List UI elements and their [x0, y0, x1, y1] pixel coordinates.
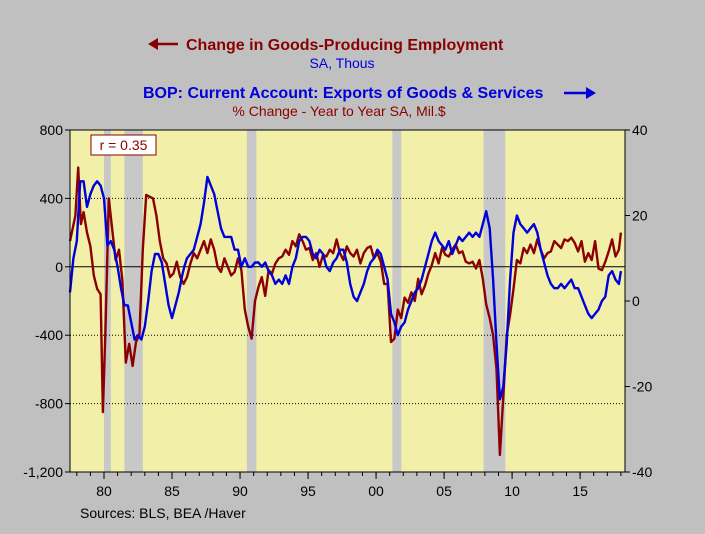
x-tick-label: 95 — [300, 483, 316, 499]
x-tick-label: 10 — [504, 483, 520, 499]
x-tick-label: 90 — [232, 483, 248, 499]
series-2-subtitle: % Change - Year to Year SA, Mil.$ — [232, 103, 445, 119]
x-tick-label: 85 — [164, 483, 180, 499]
series-lines — [68, 166, 623, 457]
right-tick-label: -40 — [632, 464, 652, 480]
series-2-arrowhead — [586, 87, 596, 99]
right-tick-label: 0 — [632, 293, 640, 309]
source-note: Sources: BLS, BEA /Haver — [80, 505, 246, 521]
recession-band — [392, 130, 402, 472]
exports-line — [68, 175, 623, 401]
x-tick-label: 80 — [96, 483, 112, 499]
series-1-subtitle: SA, Thous — [309, 55, 374, 71]
left-tick-label: 0 — [55, 259, 63, 275]
plot-area — [70, 130, 625, 472]
series-2-title: BOP: Current Account: Exports of Goods &… — [143, 85, 543, 102]
correlation-box — [90, 134, 157, 156]
right-tick-label: -20 — [632, 379, 652, 395]
x-tick-label: 15 — [572, 483, 588, 499]
series-1-title: Change in Goods-Producing Employment — [186, 37, 504, 54]
left-tick-label: 400 — [40, 190, 64, 206]
left-tick-label: -800 — [35, 396, 63, 412]
x-tick-label: 05 — [436, 483, 452, 499]
recession-band — [104, 130, 111, 472]
axes: 800 400 0 -400 -800 -1,200 40 20 0 -20 -40 80 85 90 95… — [23, 122, 652, 499]
series-1-arrowhead — [148, 38, 158, 50]
recession-band — [246, 130, 257, 472]
right-tick-label: 20 — [632, 208, 648, 224]
left-tick-label: -1,200 — [23, 464, 63, 480]
correlation-label: r = 0.35 — [100, 137, 148, 153]
left-tick-label: -400 — [35, 327, 63, 343]
recession-band — [124, 130, 143, 472]
left-tick-label: 800 — [40, 122, 64, 138]
x-tick-label: 00 — [368, 483, 384, 499]
right-tick-label: 40 — [632, 122, 648, 138]
